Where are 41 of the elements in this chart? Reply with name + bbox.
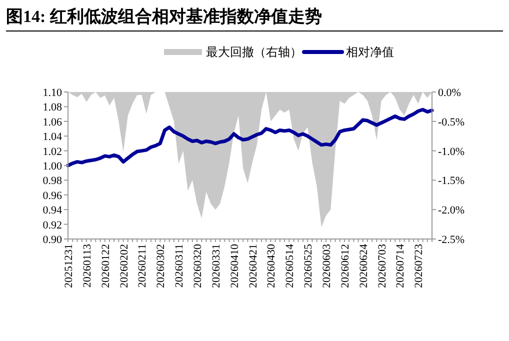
y2-tick-label: -0.5% [438, 116, 465, 128]
x-tick-label: 20260723 [413, 244, 426, 288]
y2-tick-label: -1.0% [438, 146, 465, 158]
x-tick-label: 20260624 [358, 244, 370, 288]
y2-tick-label: -1.5% [438, 175, 465, 188]
x-tick-label: 20260211 [136, 244, 149, 288]
x-tick-label: 20251231 [63, 244, 75, 288]
x-tick-label: 20260703 [376, 244, 388, 288]
y-tick-label: 1.06 [42, 116, 62, 128]
y2-tick-label: -2.0% [438, 204, 465, 217]
y-tick-label: 1.10 [42, 87, 62, 99]
x-tick-label: 20260202 [118, 244, 130, 288]
y-tick-label: 0.96 [42, 190, 62, 202]
legend-label: 相对净值 [346, 45, 394, 59]
y-tick-label: 1.08 [42, 102, 62, 114]
x-tick-label: 20260331 [210, 244, 222, 288]
x-tick-label: 20260612 [339, 244, 352, 288]
y2-tick-label: 0.0% [438, 87, 461, 99]
x-tick-label: 20260122 [100, 244, 112, 288]
legend-label: 最大回撤（右轴） [206, 45, 302, 59]
x-tick-label: 20260603 [321, 244, 334, 288]
x-tick-label: 20260430 [266, 244, 278, 288]
x-tick-label: 20260525 [302, 244, 315, 288]
x-tick-label: 20260311 [174, 244, 186, 288]
x-tick-label: 20260410 [228, 244, 241, 288]
x-tick-label: 20260320 [192, 244, 204, 288]
x-tick-label: 20260302 [155, 244, 168, 288]
line-series [66, 108, 434, 168]
y-tick-label: 0.92 [42, 219, 62, 232]
x-tick-label: 20260714 [394, 244, 407, 288]
x-tick-label: 20260514 [284, 244, 296, 288]
x-tick-label: 20260113 [81, 244, 94, 288]
y2-tick-label: -2.5% [438, 234, 465, 246]
x-tick-label: 20260421 [247, 244, 260, 288]
y-tick-label: 1.00 [42, 160, 62, 172]
y-tick-label: 1.02 [42, 146, 62, 158]
y-tick-label: 1.04 [42, 131, 62, 144]
y-tick-label: 0.98 [42, 175, 62, 188]
chart-title: 图14: 红利低波组合相对基准指数净值走势 [6, 7, 322, 26]
y-tick-label: 0.90 [42, 234, 62, 246]
y-tick-label: 0.94 [42, 204, 62, 217]
